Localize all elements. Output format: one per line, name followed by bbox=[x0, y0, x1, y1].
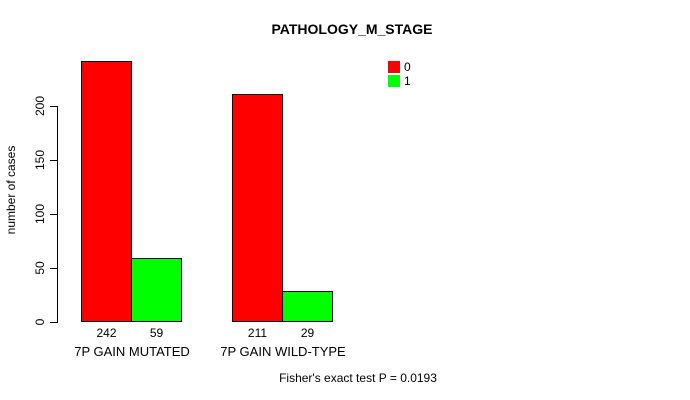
y-axis-tick bbox=[50, 322, 58, 323]
bar-series1-group1 bbox=[282, 291, 333, 322]
chart-title: PATHOLOGY_M_STAGE bbox=[271, 21, 433, 37]
y-tick-label: 100 bbox=[33, 203, 47, 225]
legend-label: 0 bbox=[404, 60, 411, 74]
y-axis-tick bbox=[50, 268, 58, 269]
y-tick-label: 0 bbox=[33, 318, 47, 326]
legend-swatch bbox=[388, 61, 400, 73]
category-label: 7P GAIN MUTATED bbox=[74, 344, 190, 359]
bar-value-label: 242 bbox=[96, 326, 117, 340]
y-axis-tick bbox=[50, 160, 58, 161]
y-tick-label: 50 bbox=[33, 261, 47, 275]
y-tick-label: 200 bbox=[33, 95, 47, 117]
bar-value-label: 211 bbox=[247, 326, 268, 340]
bar-series1-group0 bbox=[131, 258, 182, 322]
y-axis-tick bbox=[50, 214, 58, 215]
legend-label: 1 bbox=[404, 74, 411, 88]
category-label: 7P GAIN WILD-TYPE bbox=[220, 344, 346, 359]
annotation-text: Fisher's exact test P = 0.0193 bbox=[279, 371, 437, 385]
bar-value-label: 59 bbox=[149, 326, 164, 340]
bar-series0-group0 bbox=[81, 61, 132, 322]
legend-swatch bbox=[388, 75, 400, 87]
y-tick-label: 150 bbox=[33, 149, 47, 171]
y-axis-tick bbox=[50, 106, 58, 107]
bar-value-label: 29 bbox=[300, 326, 315, 340]
bar-series0-group1 bbox=[232, 94, 283, 322]
